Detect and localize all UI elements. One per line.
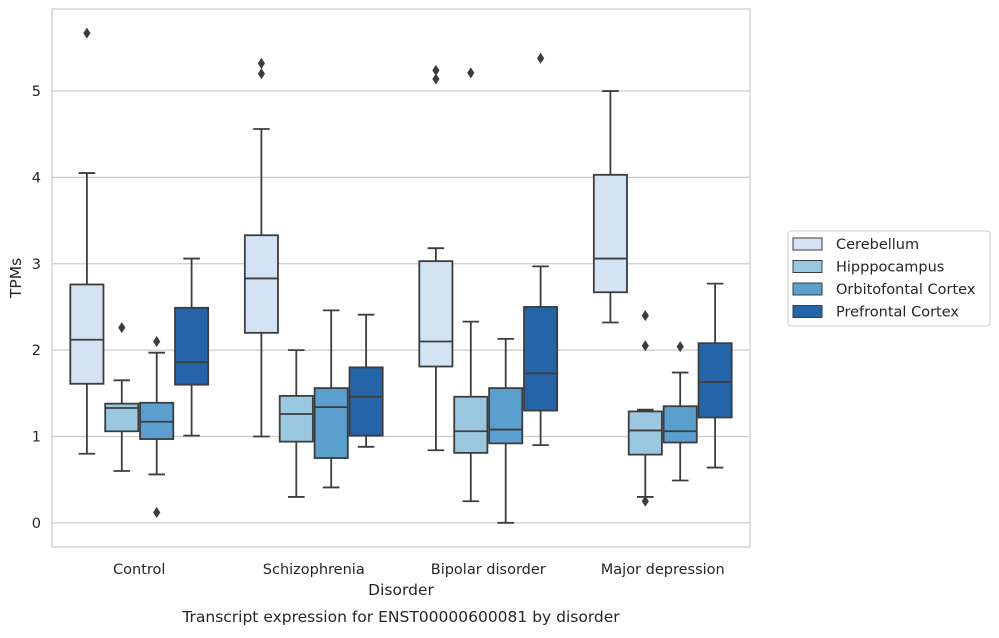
legend-swatch bbox=[792, 305, 823, 318]
chart-caption: Transcript expression for ENST0000060008… bbox=[181, 608, 620, 626]
category-group bbox=[592, 90, 733, 507]
legend-swatch bbox=[792, 260, 823, 273]
outlier-point bbox=[641, 340, 649, 352]
outlier-point bbox=[257, 68, 265, 80]
plot-frame bbox=[51, 8, 751, 548]
iqr-box bbox=[453, 395, 489, 454]
legend-label: Hipppocampus bbox=[836, 260, 944, 276]
outlier-point bbox=[467, 67, 475, 79]
y-axis-label: TPMs bbox=[7, 258, 25, 299]
outlier-point bbox=[257, 57, 265, 69]
category-group bbox=[243, 57, 384, 498]
outlier-point bbox=[676, 341, 684, 353]
box-element bbox=[243, 57, 279, 438]
iqr-box bbox=[592, 173, 628, 294]
iqr-box bbox=[243, 234, 279, 334]
legend-label: Cerebellum bbox=[836, 237, 919, 253]
legend-label: Orbitofontal Cortex bbox=[836, 282, 976, 298]
y-ticks: 0 1 2 3 4 5 bbox=[32, 84, 41, 532]
iqr-box bbox=[697, 342, 733, 419]
legend: Cerebellum Hipppocampus Orbitofontal Corte… bbox=[787, 230, 991, 327]
outlier-point bbox=[432, 73, 440, 85]
y-tick-label: 5 bbox=[32, 84, 41, 100]
y-tick-label: 1 bbox=[32, 429, 41, 445]
box-element bbox=[418, 64, 454, 452]
plot-area bbox=[52, 9, 750, 547]
x-tick-label: Control bbox=[113, 562, 165, 578]
box-element bbox=[662, 341, 698, 482]
iqr-box bbox=[174, 306, 210, 386]
box-element bbox=[523, 52, 559, 446]
category-group bbox=[418, 52, 559, 524]
y-tick-label: 2 bbox=[32, 343, 41, 359]
legend-label: Prefrontal Cortex bbox=[836, 305, 959, 321]
box-element bbox=[453, 67, 489, 503]
box-element bbox=[697, 282, 733, 469]
iqr-box bbox=[627, 410, 663, 456]
box-element bbox=[627, 310, 663, 507]
box-element bbox=[278, 349, 314, 498]
x-axis-label: Disorder bbox=[368, 581, 434, 599]
legend-swatch bbox=[792, 237, 823, 251]
y-tick-label: 4 bbox=[32, 170, 41, 186]
box-element bbox=[592, 90, 628, 324]
outlier-point bbox=[118, 322, 126, 334]
iqr-box bbox=[313, 387, 349, 459]
iqr-box bbox=[662, 405, 698, 444]
box-element bbox=[69, 27, 105, 455]
box-element bbox=[174, 257, 210, 437]
iqr-box bbox=[348, 366, 384, 437]
outlier-point bbox=[537, 52, 545, 64]
box-element bbox=[104, 322, 140, 472]
box-element bbox=[313, 309, 349, 489]
iqr-box bbox=[418, 260, 454, 368]
iqr-box bbox=[488, 387, 524, 445]
legend-frame bbox=[787, 230, 991, 327]
iqr-box bbox=[278, 394, 314, 443]
outlier-point bbox=[641, 310, 649, 322]
box-element bbox=[348, 313, 384, 448]
y-tick-label: 3 bbox=[32, 257, 41, 273]
y-tick-label: 0 bbox=[32, 516, 41, 532]
iqr-box bbox=[523, 306, 559, 412]
x-tick-label: Schizophrenia bbox=[263, 562, 365, 578]
outlier-point bbox=[432, 64, 440, 76]
legend-items: Cerebellum Hipppocampus Orbitofontal Corte… bbox=[792, 237, 976, 321]
outlier-point bbox=[641, 495, 649, 507]
x-tick-label: Major depression bbox=[601, 562, 725, 578]
box-element bbox=[488, 337, 524, 524]
category-group bbox=[69, 27, 210, 518]
outlier-point bbox=[83, 27, 91, 39]
box-element bbox=[139, 335, 175, 518]
box-groups bbox=[69, 27, 733, 524]
outlier-point bbox=[153, 506, 161, 518]
outlier-point bbox=[153, 335, 161, 347]
iqr-box bbox=[69, 283, 105, 385]
x-ticks: Control Schizophrenia Bipolar disorder Majo… bbox=[113, 562, 725, 578]
legend-swatch bbox=[792, 282, 823, 296]
x-tick-label: Bipolar disorder bbox=[431, 562, 546, 578]
